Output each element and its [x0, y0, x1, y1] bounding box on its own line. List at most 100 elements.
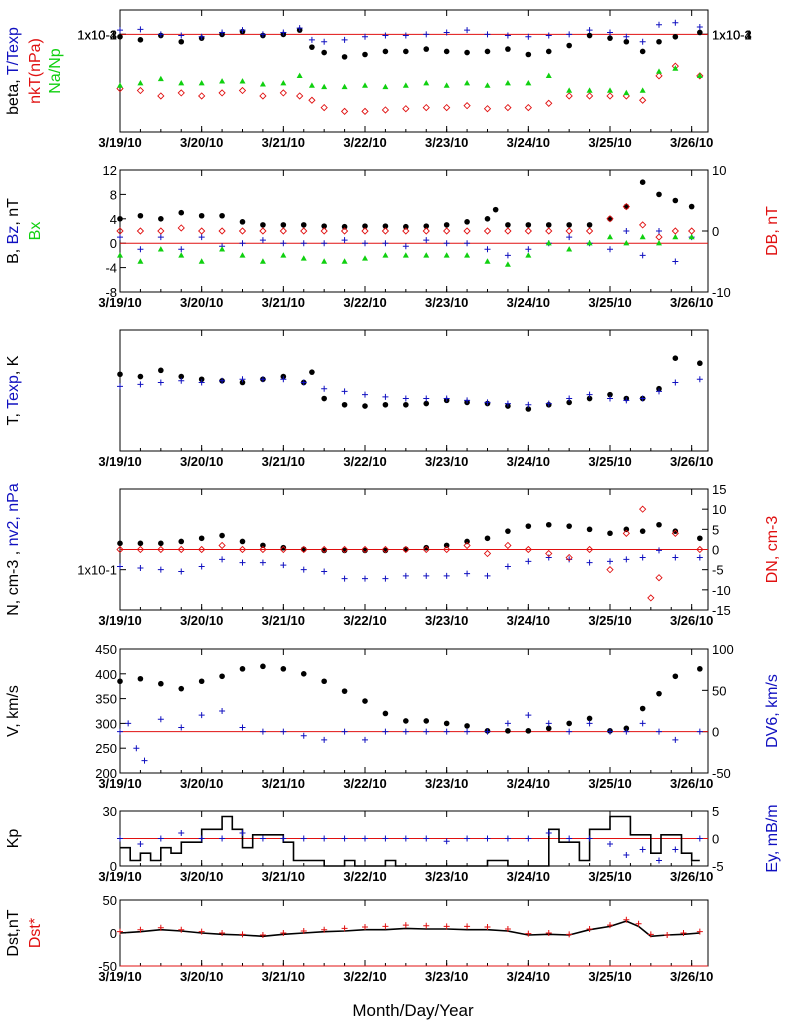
panel-2-bx-point: [321, 258, 328, 264]
panel-7-dststar-point: [239, 931, 246, 938]
panel-4-n-point: [623, 526, 630, 533]
panel-1-nkt-point: [639, 96, 647, 104]
panel-2-ytick-label: 4: [110, 212, 117, 227]
panel-7-dststar-point: [219, 930, 226, 936]
panel-1-nanp-point: [464, 80, 471, 86]
panel-2-bz-point: [382, 240, 389, 247]
panel-1-nkt-point: [524, 103, 532, 112]
panel-1-beta-point: [639, 48, 646, 55]
panel-2-ytick-label: 0: [110, 236, 117, 251]
panel-4-xtick-label: 3/19/10: [98, 613, 141, 628]
panel-1-nkt-point: [565, 92, 573, 100]
panel-2-b-point: [672, 197, 679, 204]
panel-1-nanp-point: [545, 72, 552, 79]
panel-2-bx-point: [341, 258, 348, 264]
panel-5-v-point: [566, 720, 572, 727]
panel-1-xtick-label: 3/19/10: [98, 135, 141, 150]
panel-1-beta-point: [545, 48, 552, 55]
panel-2-bx-point: [688, 233, 695, 240]
panel-1-ttexp-point: [178, 32, 185, 39]
panel-3-xtick-label: 3/24/10: [507, 454, 550, 469]
panel-4-dn-point: [696, 545, 704, 554]
panel-4-nv2-point: [280, 562, 287, 569]
panel-4-n-point: [117, 540, 123, 547]
panel-2-db-point: [320, 227, 328, 235]
panel-7-dststar-point: [623, 916, 630, 923]
panel-3-texp-point: [607, 395, 613, 402]
panel-1-nkt-point: [606, 92, 614, 100]
panel-2-bz-point: [137, 246, 144, 253]
panel-1-nanp-point: [239, 78, 246, 84]
panel-5-v-point: [117, 678, 123, 685]
panel-2-bx-point: [656, 240, 662, 246]
panel-1-nkt-point: [483, 105, 492, 113]
panel-4-rtick-label: 0: [712, 543, 719, 558]
panel-1-beta-point: [656, 38, 662, 45]
panel-3-texp-point: [566, 395, 573, 402]
panel-7-dststar-point: [341, 925, 348, 932]
panel-4-n-point: [607, 530, 613, 537]
panel-7-dststar-point: [607, 922, 613, 929]
panel-2-b-point: [382, 223, 389, 229]
panel-4-n-point: [382, 547, 389, 554]
panel-2-bx-point: [402, 252, 409, 258]
panel-5-frame: [119, 648, 709, 774]
panel-1-beta-point: [443, 48, 450, 55]
panel-1-beta-point: [525, 51, 532, 58]
panel-4-n-point: [321, 547, 327, 554]
panel-4-nv2-point: [464, 570, 471, 577]
panel-1-nanp-point: [443, 82, 450, 88]
panel-1-nkt-point: [308, 96, 316, 104]
panel-1-nanp-point: [308, 82, 315, 88]
panel-1-beta-point: [697, 29, 703, 36]
panel-7-ytick-label: 0: [110, 926, 117, 941]
panel-1-nanp-point: [117, 82, 123, 88]
panel-2-b-point: [525, 222, 532, 228]
panel-1-ylabel: beta, T/Texp: [5, 27, 22, 115]
panel-2-db-point: [565, 227, 573, 235]
panel-6-ey-point: [178, 830, 185, 836]
panel-2-bx-point: [525, 252, 532, 258]
panel-2-db-point: [585, 227, 594, 235]
panel-3-texp-point: [117, 383, 123, 390]
panel-1-nkt-point: [655, 72, 663, 80]
panel-7-dststar-point: [647, 931, 654, 938]
panel-5-rtick-label: 50: [712, 683, 726, 698]
panel-2-db-point: [259, 227, 267, 235]
panel-7-dststar-point: [464, 923, 471, 930]
panel-1-nanp-point: [219, 78, 226, 84]
panel-5-v-point: [137, 675, 144, 682]
panel-3-xtick-label: 3/23/10: [425, 454, 468, 469]
panel-2-b-point: [198, 212, 205, 219]
panel-5-ytick-label: 250: [95, 741, 117, 756]
panel-2-db-point: [639, 221, 647, 229]
panel-2-db-point: [622, 202, 630, 211]
panel-1-beta-point: [341, 54, 348, 60]
panel-1-beta-point: [382, 48, 389, 55]
panel-3-texp-point: [696, 376, 703, 383]
panel-2-bz-point: [443, 240, 450, 247]
panel-6-ey-point: [300, 835, 307, 842]
panel-3-texp-point: [300, 379, 307, 386]
panel-5-dv6-point: [443, 728, 450, 735]
panel-7-dststar-point: [696, 928, 703, 935]
panel-6-ey-point: [639, 846, 646, 853]
panel-2-b-point: [260, 222, 266, 228]
panel-2-bz-point: [362, 240, 368, 247]
panel-2-bz-point: [672, 258, 679, 265]
panel-5-v-point: [321, 678, 327, 685]
panel-5-xtick-label: 3/25/10: [588, 776, 631, 791]
panel-3-texp-point: [341, 388, 348, 395]
panel-2-bz-point: [504, 252, 511, 259]
panel-2-db-point: [483, 227, 492, 235]
panel-4-dn-point: [443, 545, 451, 554]
panel-2-bz-point: [566, 234, 573, 241]
panel-4-nv2-point: [639, 554, 646, 561]
panel-2-b-point: [321, 223, 327, 229]
panel-7-dststar-point: [300, 928, 307, 935]
panel-6-ylabel: Kp: [5, 829, 22, 849]
panel-7-dststar-point: [321, 926, 328, 933]
panel-1-ttexp-point: [696, 24, 703, 31]
panel-3-texp-point: [259, 376, 266, 383]
panel-4-ylabel: N, cm-3 , nv2, nPa: [5, 483, 22, 616]
